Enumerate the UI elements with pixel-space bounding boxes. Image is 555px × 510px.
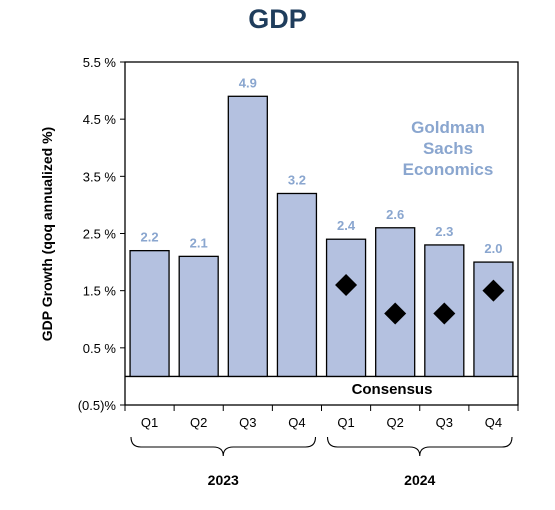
x-tick-label: Q2	[190, 415, 207, 430]
y-tick-label: 0.5 %	[83, 341, 117, 356]
data-label: 2.6	[386, 207, 404, 222]
data-label: 2.0	[484, 241, 502, 256]
goldman-sachs-annotation: Goldman Sachs Economics	[403, 118, 494, 179]
annotation-line-1: Goldman	[411, 118, 485, 137]
x-tick-label: Q4	[288, 415, 305, 430]
x-tick-label: Q1	[141, 415, 158, 430]
data-label: 4.9	[239, 75, 257, 90]
bar	[276, 192, 318, 378]
data-label: 2.4	[337, 218, 356, 233]
data-labels: 2.2 2.1 4.9 3.2 2.4 2.6 2.3 2.0	[141, 75, 503, 256]
y-tick-label: 3.5 %	[83, 169, 117, 184]
year-brace	[326, 436, 513, 457]
bar	[375, 227, 416, 378]
bar	[227, 95, 268, 378]
bar	[325, 238, 367, 378]
consensus-markers	[335, 273, 505, 325]
consensus-marker	[335, 273, 358, 296]
chart-title: GDP	[248, 4, 307, 34]
consensus-marker	[433, 302, 456, 325]
consensus-marker	[482, 279, 505, 302]
data-label: 2.3	[435, 224, 453, 239]
x-axis: Q1 Q2 Q3 Q4 Q1 Q2 Q3 Q4	[124, 405, 519, 430]
bar	[473, 261, 514, 378]
data-label: 3.2	[288, 172, 306, 187]
y-tick-label: (0.5)%	[78, 398, 117, 413]
y-tick-label: 1.5 %	[83, 284, 117, 299]
y-tick-label: 2.5 %	[83, 227, 117, 242]
bar	[129, 249, 170, 378]
data-label: 2.2	[141, 230, 159, 245]
x-tick-label: Q1	[337, 415, 354, 430]
year-brace	[130, 436, 317, 457]
year-group-label: 2024	[404, 472, 435, 488]
x-tick-label: Q4	[485, 415, 502, 430]
y-tick-label: 4.5 %	[83, 112, 117, 127]
data-label: 2.1	[190, 235, 208, 250]
bar	[178, 255, 219, 378]
y-axis-label: GDP Growth (qoq annualized %)	[39, 127, 55, 341]
x-tick-label: Q3	[239, 415, 256, 430]
x-tick-label: Q2	[387, 415, 404, 430]
year-groups: 2023 2024	[130, 436, 513, 488]
annotation-line-2: Sachs	[423, 139, 473, 158]
y-tick-label: 5.5 %	[83, 55, 117, 70]
bar-series	[129, 95, 514, 378]
consensus-label: Consensus	[352, 381, 433, 398]
x-tick-label: Q3	[436, 415, 453, 430]
consensus-marker	[384, 302, 407, 325]
annotation-line-3: Economics	[403, 160, 494, 179]
year-group-label: 2023	[208, 472, 239, 488]
